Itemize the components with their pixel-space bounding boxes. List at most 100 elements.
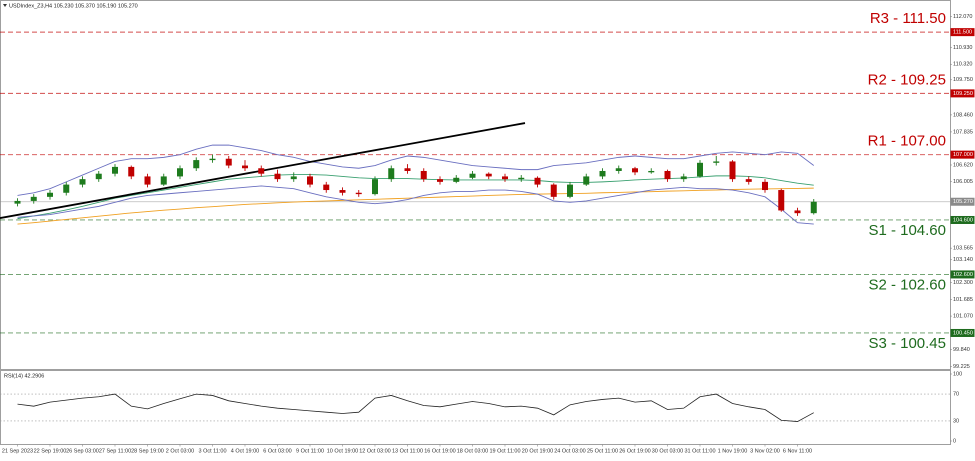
candle-body — [550, 184, 557, 197]
candle-body — [762, 181, 768, 191]
rsi-panel-frame — [0, 370, 951, 445]
x-tick-label: 6 Nov 11:00 — [783, 448, 812, 454]
candle-body — [567, 184, 573, 197]
level-label: R3 - 111.50 — [870, 10, 946, 27]
candle-body — [469, 173, 476, 178]
x-tick-label: 6 Oct 03:00 — [263, 448, 291, 454]
y-tick-label: 100 — [953, 371, 962, 377]
candle-body — [47, 192, 53, 197]
rsi-line — [17, 393, 814, 422]
x-tick-label: 2 Oct 03:00 — [166, 448, 194, 454]
candle-body — [420, 170, 427, 180]
y-tick-label: 102.300 — [953, 280, 973, 286]
y-tick-label: 112.070 — [953, 14, 972, 20]
candle-body — [648, 170, 655, 173]
candle-body — [323, 184, 330, 191]
x-tick-label: 30 Oct 03:00 — [652, 448, 684, 454]
level-label: R2 - 109.25 — [868, 71, 946, 88]
menu-arrow-icon[interactable] — [3, 4, 7, 7]
y-tick-label: 110.930 — [953, 45, 972, 51]
level-axis-label: 109.250 — [953, 91, 973, 97]
y-tick-label: 106.005 — [953, 179, 973, 185]
candle-body — [583, 176, 590, 185]
indicator-line — [17, 144, 815, 196]
rsi-header: RSI(14) 42.2906 — [4, 373, 44, 379]
candle-body — [615, 168, 622, 171]
x-tick-label: 27 Sep 11:00 — [99, 448, 131, 454]
candle-body — [729, 161, 736, 180]
x-tick-label: 19 Oct 11:00 — [489, 448, 520, 454]
x-tick-label: 1 Nov 19:00 — [718, 448, 748, 454]
candle-body — [388, 168, 395, 180]
x-tick-label: 20 Oct 19:00 — [522, 448, 554, 454]
candle-body — [160, 176, 167, 185]
y-tick-label: 106.620 — [953, 162, 973, 168]
y-tick-label: 103.565 — [953, 246, 973, 252]
y-tick-label: 108.460 — [953, 112, 973, 118]
y-tick-label: 70 — [953, 392, 959, 398]
y-tick-label: 103.140 — [953, 257, 973, 263]
level-axis-badge — [950, 150, 975, 159]
candle-body — [258, 168, 265, 174]
candle-body — [63, 184, 70, 193]
x-tick-label: 3 Nov 02:00 — [750, 448, 780, 454]
candle-body — [810, 201, 817, 214]
candle-body — [112, 166, 118, 174]
candle-body — [177, 168, 183, 177]
level-axis-badge — [950, 215, 975, 224]
x-tick-label: 12 Oct 03:00 — [359, 448, 391, 454]
candle-body — [339, 190, 346, 193]
y-tick-label: 107.835 — [953, 129, 973, 135]
price-panel-frame — [0, 0, 951, 370]
candle-body — [794, 210, 801, 214]
level-axis-label: 102.600 — [953, 272, 973, 278]
level-axis-badge — [950, 328, 975, 337]
y-tick-label: 30 — [953, 418, 959, 424]
candle-body — [128, 166, 135, 177]
candle-body — [534, 177, 541, 185]
last-price-label: 105.270 — [953, 199, 973, 205]
level-label: S2 - 102.60 — [868, 276, 946, 293]
level-axis-label: 111.500 — [953, 30, 972, 36]
candle-body — [242, 165, 248, 169]
x-tick-label: 9 Oct 11:00 — [296, 448, 324, 454]
candle-body — [632, 168, 638, 173]
candle-body — [193, 160, 200, 169]
y-tick-label: 101.685 — [953, 297, 973, 303]
candle-body — [680, 176, 687, 180]
candle-body — [209, 158, 216, 161]
level-axis-badge — [950, 28, 975, 37]
candle-body — [307, 176, 313, 185]
candle-body — [404, 168, 411, 171]
candle-body — [95, 173, 102, 180]
candle-body — [372, 179, 378, 195]
level-axis-label: 107.000 — [953, 152, 973, 158]
level-label: S1 - 104.60 — [868, 222, 946, 239]
candle-body — [453, 177, 460, 182]
candle-body — [502, 176, 508, 180]
candle-body — [745, 179, 752, 182]
y-tick-label: 109.750 — [953, 77, 973, 83]
x-tick-label: 25 Oct 11:00 — [587, 448, 618, 454]
x-tick-label: 26 Oct 19:00 — [619, 448, 651, 454]
y-tick-label: 0 — [953, 438, 956, 444]
candle-body — [14, 200, 21, 204]
level-label: S3 - 100.45 — [868, 335, 946, 352]
x-tick-label: 18 Oct 03:00 — [457, 448, 489, 454]
x-tick-label: 4 Oct 19:00 — [231, 448, 259, 454]
candle-body — [437, 179, 443, 182]
y-tick-label: 99.840 — [953, 347, 970, 353]
x-tick-label: 22 Sep 19:00 — [34, 448, 67, 454]
candle-body — [599, 170, 606, 177]
y-tick-label: 101.070 — [953, 314, 973, 320]
indicator-line — [17, 185, 814, 225]
x-tick-label: 31 Oct 11:00 — [684, 448, 715, 454]
y-tick-label: 99.225 — [953, 364, 970, 370]
candle-body — [290, 176, 297, 180]
x-tick-label: 24 Oct 03:00 — [554, 448, 586, 454]
candle-body — [697, 162, 703, 177]
candle-body — [778, 190, 785, 211]
candle-body — [485, 173, 492, 177]
x-tick-label: 28 Sep 19:00 — [131, 448, 164, 454]
